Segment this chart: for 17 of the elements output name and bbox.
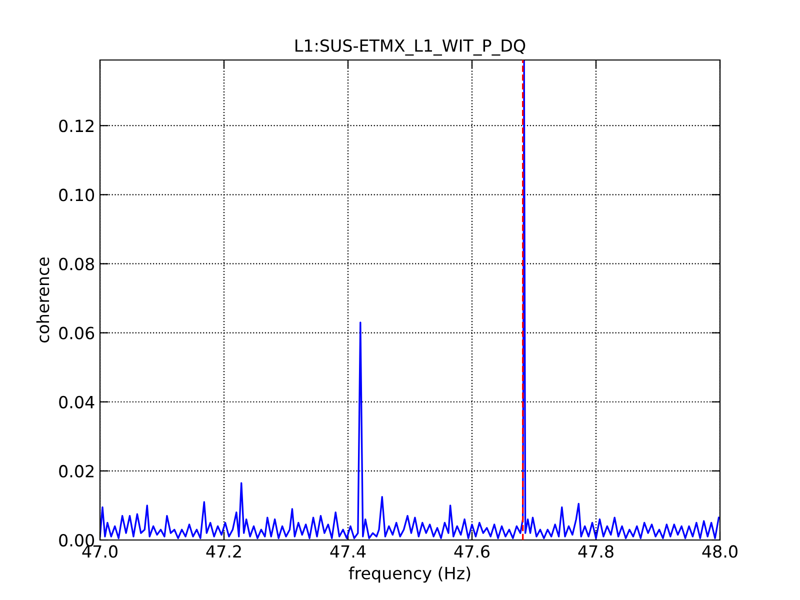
x-tick-label: 47.0 <box>82 545 118 558</box>
chart-title: L1:SUS-ETMX_L1_WIT_P_DQ <box>296 39 526 56</box>
x-axis-title: frequency (Hz) <box>348 566 470 583</box>
x-tick-label: 48.0 <box>702 545 738 558</box>
x-tick-label: 47.8 <box>578 545 614 558</box>
y-tick-label: 0.10 <box>59 188 94 202</box>
y-tick-label: 0.12 <box>59 120 94 132</box>
x-tick-label: 47.4 <box>330 545 366 558</box>
y-axis-title: coherence <box>36 257 50 343</box>
x-tick-label: 47.6 <box>454 545 490 558</box>
y-tick-label: 0.08 <box>59 258 94 270</box>
y-tick-label: 0.04 <box>59 396 94 408</box>
y-tick-label: 0.02 <box>59 464 94 478</box>
line-series <box>100 60 720 540</box>
y-tick-label: 0.06 <box>59 326 94 340</box>
x-tick-label: 47.2 <box>206 545 241 558</box>
y-tick-label: 0.00 <box>59 534 94 547</box>
